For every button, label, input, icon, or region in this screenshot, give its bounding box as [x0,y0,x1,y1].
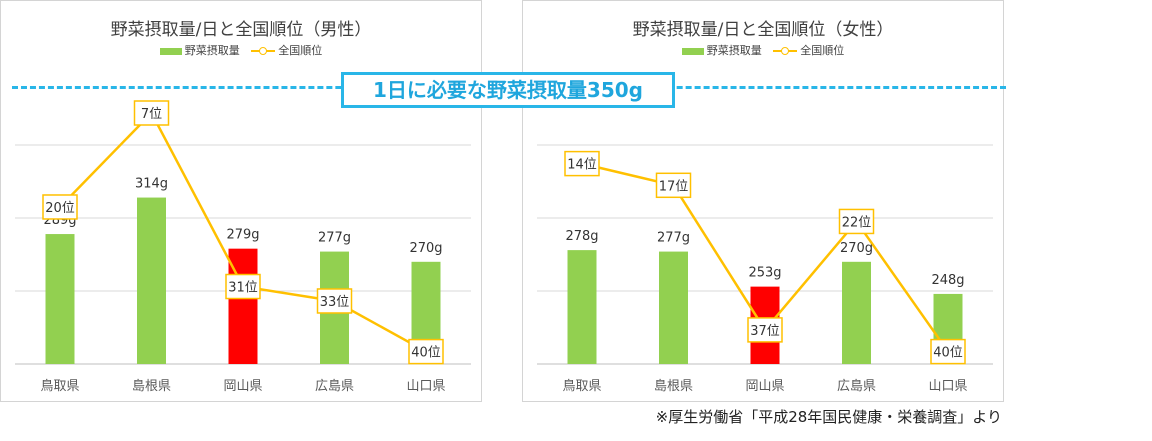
bar-value-label: 278g [565,229,598,244]
rank-label-box [564,150,600,177]
bar [137,197,166,364]
rank-label-box [225,273,261,300]
legend-label: 全国順位 [278,44,323,57]
rank-label: 17位 [659,179,689,194]
x-tick-label: 岡山県 [745,379,784,394]
rank-label-box [747,317,783,343]
x-tick-label: 鳥取県 [562,379,601,394]
x-tick-label: 広島県 [315,379,354,394]
bar-value-label: 270g [409,241,442,256]
rank-label: 31位 [228,281,258,296]
rank-label-box [42,194,78,220]
bar [45,234,75,364]
rank-label: 40位 [933,346,963,361]
legend: 野菜摂取量 全国順位 [1,42,481,58]
x-tick-label: 島根県 [654,379,693,394]
x-tick-label: 広島県 [837,379,876,394]
bar-value-label: 314g [135,177,168,192]
x-tick-label: 山口県 [928,379,967,394]
rank-label-box [838,208,875,235]
legend-line-swatch [251,46,276,56]
rank-label-box [930,338,966,365]
legend-item-bar: 野菜摂取量 [681,42,762,58]
x-tick-label: 島根県 [132,379,171,394]
rank-label: 22位 [842,215,872,230]
bar-value-label: 253g [748,266,781,281]
bar-value-label: 248g [931,273,964,288]
rank-label: 37位 [750,324,780,339]
rank-label-box [408,338,444,365]
legend-bar-swatch [159,47,182,55]
rank-label-box [316,288,353,314]
chart-panel-female: 野菜摂取量/日と全国順位（女性） 野菜摂取量 全国順位 278g 277g 253g… [522,0,1004,402]
rank-label: 14位 [567,158,597,173]
x-tick-label: 岡山県 [223,379,262,394]
x-tick-label: 山口県 [406,379,445,394]
chart-title: 野菜摂取量/日と全国順位（男性） [110,20,372,40]
rank-label-box [133,100,170,126]
rank-label: 20位 [45,201,75,216]
bar [842,261,871,364]
bar [567,250,597,364]
legend-label: 野菜摂取量 [706,44,762,57]
bar [659,251,688,364]
legend: 野菜摂取量 全国順位 [523,42,1003,58]
bar-value-label: 277g [318,231,351,246]
target-banner: 1日に必要な野菜摂取量350g [341,72,675,108]
bar-value-label: 277g [657,231,690,246]
source-note: ※厚生労働省「平成28年国民健康・栄養調査」より [655,408,1002,426]
legend-item-line: 全国順位 [773,42,844,58]
rank-label: 40位 [411,346,441,361]
x-tick-label: 鳥取県 [40,379,79,394]
bar-value-label: 279g [226,228,259,243]
legend-label: 野菜摂取量 [184,44,240,57]
legend-bar-swatch [681,47,704,55]
legend-item-line: 全国順位 [251,42,322,58]
chart-title: 野菜摂取量/日と全国順位（女性） [632,20,894,40]
rank-label-box [655,172,692,199]
legend-line-swatch [773,46,798,56]
rank-label: 7位 [141,107,162,122]
bar-value-label: 270g [840,241,873,256]
rank-label: 33位 [320,295,350,310]
legend-label: 全国順位 [800,44,845,57]
chart-panel-male: 野菜摂取量/日と全国順位（男性） 野菜摂取量 全国順位 289g 314g 279g… [0,0,482,402]
legend-item-bar: 野菜摂取量 [159,42,240,58]
